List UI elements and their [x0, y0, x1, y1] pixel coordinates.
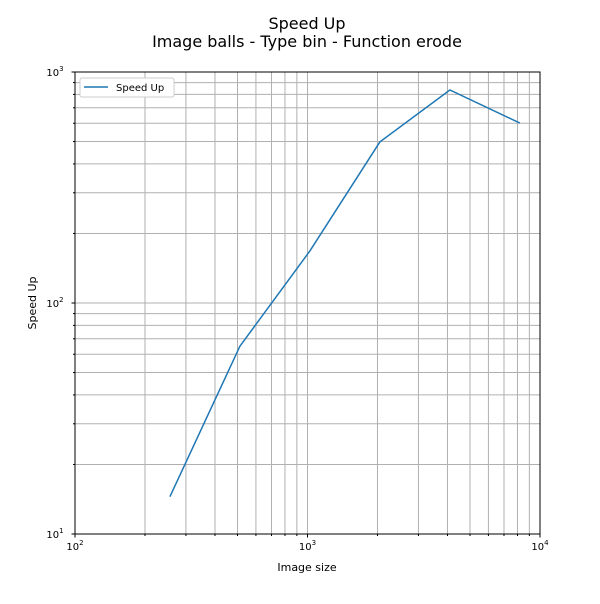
chart-subtitle: Image balls - Type bin - Function erode — [152, 32, 462, 51]
y-tick-label: 103 — [46, 65, 63, 79]
x-tick-label: 103 — [299, 539, 316, 553]
x-tick-label: 104 — [531, 539, 549, 553]
series — [170, 90, 520, 497]
y-tick-label: 101 — [46, 527, 63, 541]
y-axis-label: Speed Up — [26, 276, 39, 329]
chart-title: Speed Up — [268, 14, 345, 33]
series-line — [170, 90, 520, 497]
x-tick-label: 102 — [66, 539, 83, 553]
y-tick-label: 102 — [46, 296, 63, 310]
grid — [75, 72, 540, 534]
legend: Speed Up — [80, 78, 174, 97]
legend-label: Speed Up — [116, 83, 164, 94]
x-axis-label: Image size — [277, 561, 337, 574]
